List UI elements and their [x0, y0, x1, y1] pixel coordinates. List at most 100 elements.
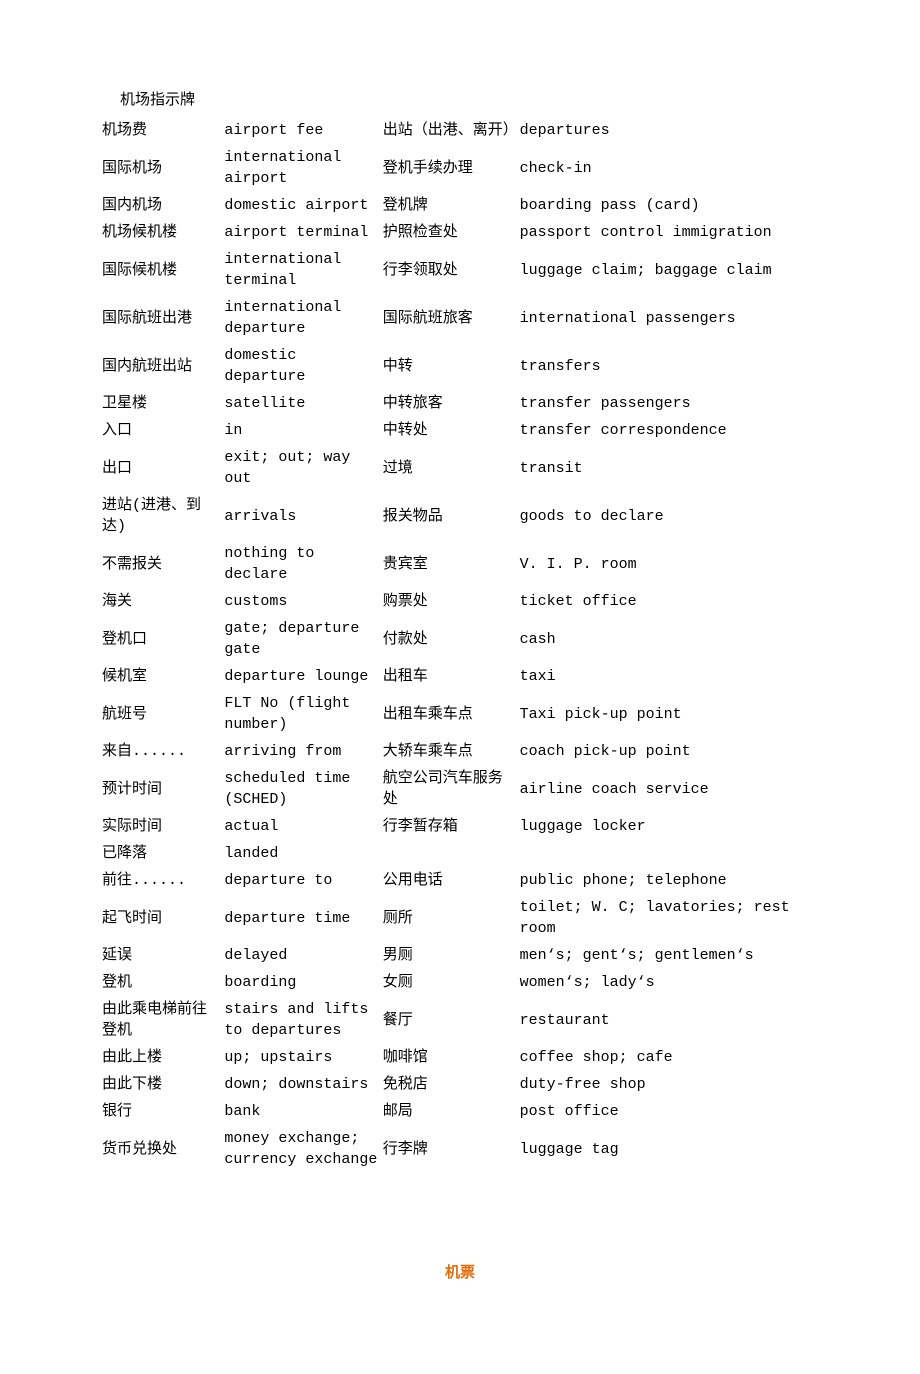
table-cell: 出租车	[381, 663, 518, 690]
table-row: 实际时间actual行李暂存箱luggage locker	[100, 813, 820, 840]
table-row: 出口exit; out; way out过境transit	[100, 444, 820, 492]
table-cell: 实际时间	[100, 813, 222, 840]
table-row: 候机室departure lounge出租车taxi	[100, 663, 820, 690]
table-cell: 前往......	[100, 867, 222, 894]
table-cell: 国际机场	[100, 144, 222, 192]
table-cell: 由此乘电梯前往登机	[100, 996, 222, 1044]
table-cell: international terminal	[222, 246, 380, 294]
table-cell: 候机室	[100, 663, 222, 690]
table-row: 机场费airport fee出站（出港、离开）departures	[100, 117, 820, 144]
page-title: 机场指示牌	[120, 90, 820, 111]
table-cell: delayed	[222, 942, 380, 969]
table-row: 进站(进港、到达)arrivals报关物品goods to declare	[100, 492, 820, 540]
table-cell: nothing to declare	[222, 540, 380, 588]
table-cell: passport control immigration	[518, 219, 820, 246]
table-cell: 登机牌	[381, 192, 518, 219]
table-cell: arrivals	[222, 492, 380, 540]
table-cell: coffee shop; cafe	[518, 1044, 820, 1071]
table-cell: 进站(进港、到达)	[100, 492, 222, 540]
table-row: 货币兑换处money exchange; currency exchange行李…	[100, 1125, 820, 1173]
table-cell: 出站（出港、离开）	[381, 117, 518, 144]
table-cell: exit; out; way out	[222, 444, 380, 492]
table-cell: coach pick-up point	[518, 738, 820, 765]
table-cell: women‘s; lady‘s	[518, 969, 820, 996]
table-cell: domestic departure	[222, 342, 380, 390]
table-cell: airport terminal	[222, 219, 380, 246]
table-cell: taxi	[518, 663, 820, 690]
table-row: 国际候机楼international terminal行李领取处luggage …	[100, 246, 820, 294]
table-row: 登机boarding女厕women‘s; lady‘s	[100, 969, 820, 996]
table-cell: 护照检查处	[381, 219, 518, 246]
table-cell: public phone; telephone	[518, 867, 820, 894]
table-cell: transit	[518, 444, 820, 492]
table-cell: domestic airport	[222, 192, 380, 219]
table-cell: in	[222, 417, 380, 444]
table-cell: 出租车乘车点	[381, 690, 518, 738]
table-cell: money exchange; currency exchange	[222, 1125, 380, 1173]
table-cell: 行李牌	[381, 1125, 518, 1173]
table-cell: goods to declare	[518, 492, 820, 540]
table-row: 机场候机楼airport terminal护照检查处passport contr…	[100, 219, 820, 246]
table-cell: international passengers	[518, 294, 820, 342]
table-cell: boarding pass (card)	[518, 192, 820, 219]
table-cell: international airport	[222, 144, 380, 192]
table-cell: men‘s; gent‘s; gentlemen‘s	[518, 942, 820, 969]
table-cell: departures	[518, 117, 820, 144]
table-cell: transfer correspondence	[518, 417, 820, 444]
table-cell: 餐厅	[381, 996, 518, 1044]
table-cell: 机场候机楼	[100, 219, 222, 246]
table-cell: 卫星楼	[100, 390, 222, 417]
table-row: 起飞时间departure time厕所toilet; W. C; lavato…	[100, 894, 820, 942]
table-cell: actual	[222, 813, 380, 840]
table-cell: 航空公司汽车服务处	[381, 765, 518, 813]
table-cell: 咖啡馆	[381, 1044, 518, 1071]
table-row: 登机口gate; departure gate付款处cash	[100, 615, 820, 663]
table-cell: 机场费	[100, 117, 222, 144]
table-cell: transfers	[518, 342, 820, 390]
table-row: 国际机场international airport登机手续办理check-in	[100, 144, 820, 192]
table-cell: 预计时间	[100, 765, 222, 813]
table-cell: luggage locker	[518, 813, 820, 840]
table-cell: 厕所	[381, 894, 518, 942]
table-cell: check-in	[518, 144, 820, 192]
table-cell: 入口	[100, 417, 222, 444]
table-row: 入口in中转处transfer correspondence	[100, 417, 820, 444]
table-cell: boarding	[222, 969, 380, 996]
table-cell: toilet; W. C; lavatories; rest room	[518, 894, 820, 942]
table-cell: luggage tag	[518, 1125, 820, 1173]
table-cell: 过境	[381, 444, 518, 492]
table-cell: arriving from	[222, 738, 380, 765]
table-cell: 延误	[100, 942, 222, 969]
table-cell: 国际航班旅客	[381, 294, 518, 342]
table-cell: satellite	[222, 390, 380, 417]
table-cell: gate; departure gate	[222, 615, 380, 663]
table-cell: 邮局	[381, 1098, 518, 1125]
table-cell: 购票处	[381, 588, 518, 615]
table-cell: 男厕	[381, 942, 518, 969]
table-cell: post office	[518, 1098, 820, 1125]
table-cell: 行李暂存箱	[381, 813, 518, 840]
table-cell: down; downstairs	[222, 1071, 380, 1098]
table-cell: 海关	[100, 588, 222, 615]
table-cell: 登机	[100, 969, 222, 996]
table-cell: up; upstairs	[222, 1044, 380, 1071]
table-row: 国内机场domestic airport登机牌boarding pass (ca…	[100, 192, 820, 219]
table-cell: 报关物品	[381, 492, 518, 540]
table-cell: 起飞时间	[100, 894, 222, 942]
table-cell: landed	[222, 840, 380, 867]
table-row: 不需报关nothing to declare贵宾室V. I. P. room	[100, 540, 820, 588]
table-cell: FLT No (flight number)	[222, 690, 380, 738]
table-cell: 大轿车乘车点	[381, 738, 518, 765]
table-cell: 付款处	[381, 615, 518, 663]
table-cell: 公用电话	[381, 867, 518, 894]
table-cell: bank	[222, 1098, 380, 1125]
table-cell: 登机口	[100, 615, 222, 663]
table-cell: V. I. P. room	[518, 540, 820, 588]
table-cell: 来自......	[100, 738, 222, 765]
table-row: 海关customs购票处ticket office	[100, 588, 820, 615]
table-cell: 已降落	[100, 840, 222, 867]
table-cell: airport fee	[222, 117, 380, 144]
table-cell: 由此下楼	[100, 1071, 222, 1098]
table-cell: transfer passengers	[518, 390, 820, 417]
table-row: 银行bank邮局post office	[100, 1098, 820, 1125]
